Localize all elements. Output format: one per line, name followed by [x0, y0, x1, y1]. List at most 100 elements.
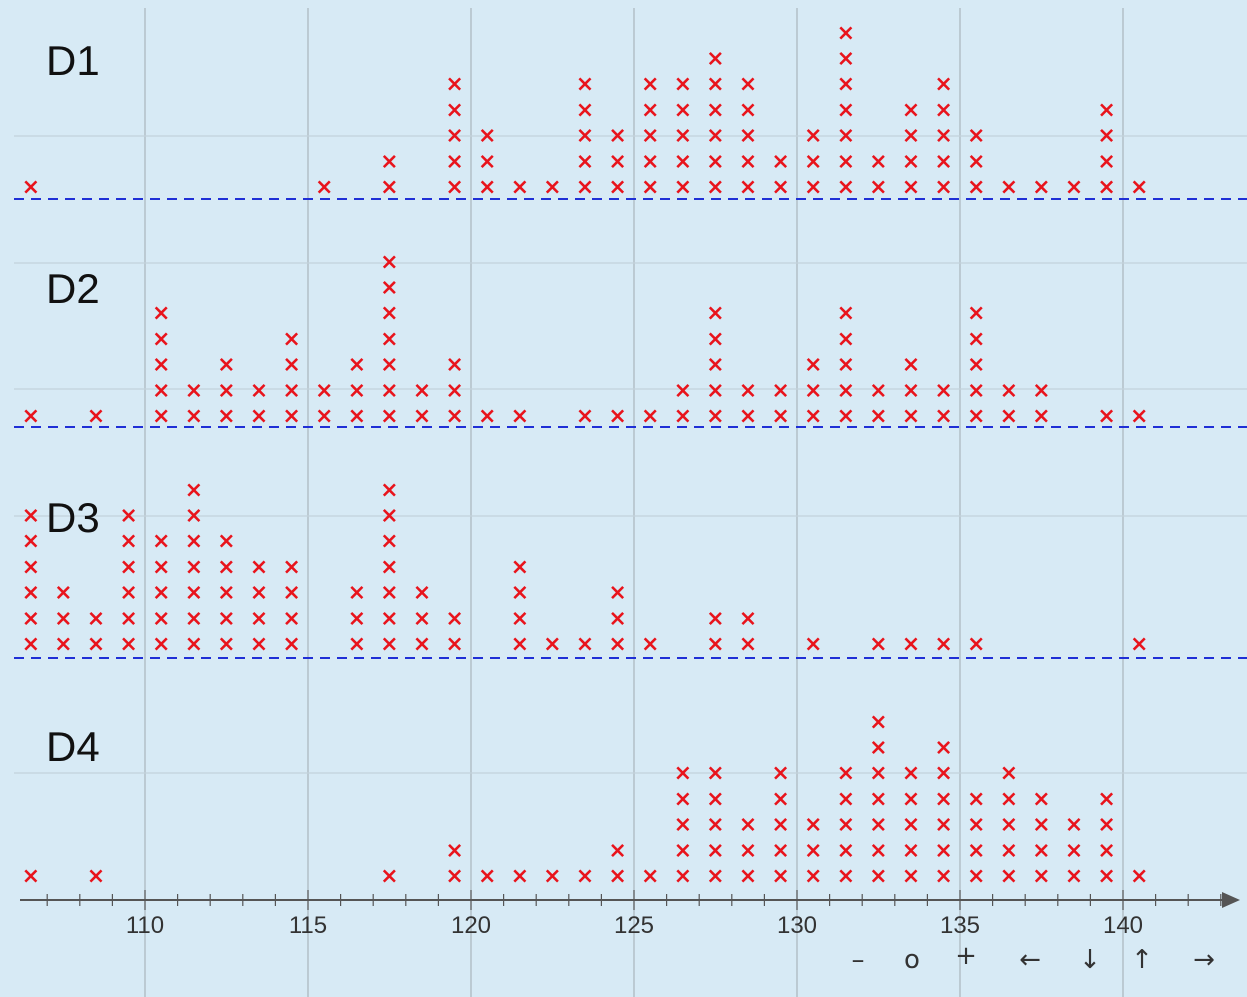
mark-D4-x133-5: × [837, 761, 855, 786]
mark-D3-x111-5: × [119, 529, 137, 554]
mark-D2-x134-1: × [869, 404, 887, 429]
mark-D4-x135-3: × [902, 813, 920, 838]
mark-D1-x128-1: × [674, 175, 692, 200]
mark-D4-x128-2: × [674, 838, 692, 863]
mark-D1-x123-1: × [511, 175, 529, 200]
mark-D3-x120-1: × [413, 632, 431, 657]
mark-D2-x119-2: × [380, 378, 398, 403]
mark-D1-x136-1: × [934, 175, 952, 200]
zoom-in-button[interactable]: + [955, 941, 977, 971]
mark-D3-x108-2: × [22, 606, 40, 631]
mark-D1-x128-3: × [674, 124, 692, 149]
mark-D4-x141-4: × [1097, 787, 1115, 812]
mark-D2-x112-1: × [152, 404, 170, 429]
mark-D4-x122-1: × [478, 864, 496, 889]
mark-D4-x139-4: × [1032, 787, 1050, 812]
mark-D3-x123-1: × [511, 632, 529, 657]
mark-D3-x114-4: × [217, 555, 235, 580]
mark-D3-x108-1: × [22, 632, 40, 657]
mark-D3-x126-3: × [608, 581, 626, 606]
mark-D3-x115-3: × [250, 581, 268, 606]
mark-D2-x118-3: × [348, 353, 366, 378]
pan-down-button[interactable]: ↓ [1079, 945, 1101, 975]
mark-D4-x136-5: × [934, 761, 952, 786]
mark-D2-x120-2: × [413, 378, 431, 403]
mark-D4-x138-3: × [1000, 813, 1018, 838]
mark-D1-x130-4: × [739, 98, 757, 123]
mark-D4-x130-1: × [739, 864, 757, 889]
mark-D1-x121-2: × [445, 149, 463, 174]
mark-D1-x125-3: × [576, 124, 594, 149]
mark-D1-x136-5: × [934, 72, 952, 97]
mark-D3-x124-1: × [543, 632, 561, 657]
mark-D3-x120-3: × [413, 581, 431, 606]
mark-D3-x110-2: × [87, 606, 105, 631]
mark-D3-x127-1: × [641, 632, 659, 657]
mark-D4-x131-3: × [771, 813, 789, 838]
mark-D1-x119-2: × [380, 149, 398, 174]
mark-D4-x134-1: × [869, 864, 887, 889]
x-tick-label-125: 125 [614, 912, 654, 939]
mark-D4-x141-1: × [1097, 864, 1115, 889]
mark-D2-x116-1: × [282, 404, 300, 429]
mark-D3-x119-3: × [380, 581, 398, 606]
mark-D2-x108-1: × [22, 404, 40, 429]
mark-D4-x141-2: × [1097, 838, 1115, 863]
mark-D2-x114-1: × [217, 404, 235, 429]
mark-D3-x113-6: × [185, 504, 203, 529]
data-marks: × × ××××××××××× × ××××××××××××××××××××××××××… [22, 21, 1149, 889]
mark-D4-x131-5: × [771, 761, 789, 786]
mark-D2-x132-2: × [804, 378, 822, 403]
mark-D2-x114-2: × [217, 378, 235, 403]
mark-D2-x119-4: × [380, 327, 398, 352]
mark-D3-x129-1: × [706, 632, 724, 657]
mark-D4-x141-3: × [1097, 813, 1115, 838]
mark-D3-x111-3: × [119, 581, 137, 606]
mark-D3-x109-2: × [54, 606, 72, 631]
mark-D2-x128-2: × [674, 378, 692, 403]
mark-D2-x117-1: × [315, 404, 333, 429]
mark-D4-x132-1: × [804, 864, 822, 889]
mark-D3-x125-1: × [576, 632, 594, 657]
mark-D3-x129-2: × [706, 606, 724, 631]
mark-D2-x134-2: × [869, 378, 887, 403]
mark-D2-x133-2: × [837, 378, 855, 403]
mark-D4-x129-1: × [706, 864, 724, 889]
mark-D3-x114-2: × [217, 606, 235, 631]
mark-D1-x141-1: × [1097, 175, 1115, 200]
mark-D3-x121-1: × [445, 632, 463, 657]
mark-D3-x119-6: × [380, 504, 398, 529]
grid-lines [14, 8, 1247, 997]
mark-D2-x118-2: × [348, 378, 366, 403]
mark-D3-x123-2: × [511, 606, 529, 631]
mark-D4-x139-3: × [1032, 813, 1050, 838]
x-tick-label-130: 130 [777, 912, 817, 939]
mark-D3-x114-5: × [217, 529, 235, 554]
mark-D2-x142-1: × [1130, 404, 1148, 429]
mark-D1-x133-4: × [837, 98, 855, 123]
pan-left-button[interactable]: ← [1019, 945, 1041, 975]
zoom-out-button[interactable]: – [852, 945, 865, 975]
mark-D4-x129-2: × [706, 838, 724, 863]
mark-D1-x141-3: × [1097, 124, 1115, 149]
mark-D2-x132-1: × [804, 404, 822, 429]
mark-D4-x134-4: × [869, 787, 887, 812]
mark-D3-x119-1: × [380, 632, 398, 657]
pan-right-button[interactable]: → [1193, 945, 1215, 975]
mark-D2-x129-4: × [706, 327, 724, 352]
mark-D1-x130-2: × [739, 149, 757, 174]
mark-D1-x117-1: × [315, 175, 333, 200]
mark-D1-x133-5: × [837, 72, 855, 97]
reset-view-button[interactable]: o [904, 945, 920, 975]
mark-D4-x142-1: × [1130, 864, 1148, 889]
panel-label-D3: D3 [46, 494, 100, 541]
mark-D3-x116-2: × [282, 606, 300, 631]
mark-D2-x117-2: × [315, 378, 333, 403]
mark-D1-x136-2: × [934, 149, 952, 174]
mark-D2-x129-2: × [706, 378, 724, 403]
pan-up-button[interactable]: ↑ [1131, 945, 1153, 975]
mark-D1-x135-2: × [902, 149, 920, 174]
mark-D2-x133-5: × [837, 301, 855, 326]
mark-D1-x119-1: × [380, 175, 398, 200]
zoom-pan-controls: – o + ← ↓ ↑ → [852, 941, 1215, 975]
